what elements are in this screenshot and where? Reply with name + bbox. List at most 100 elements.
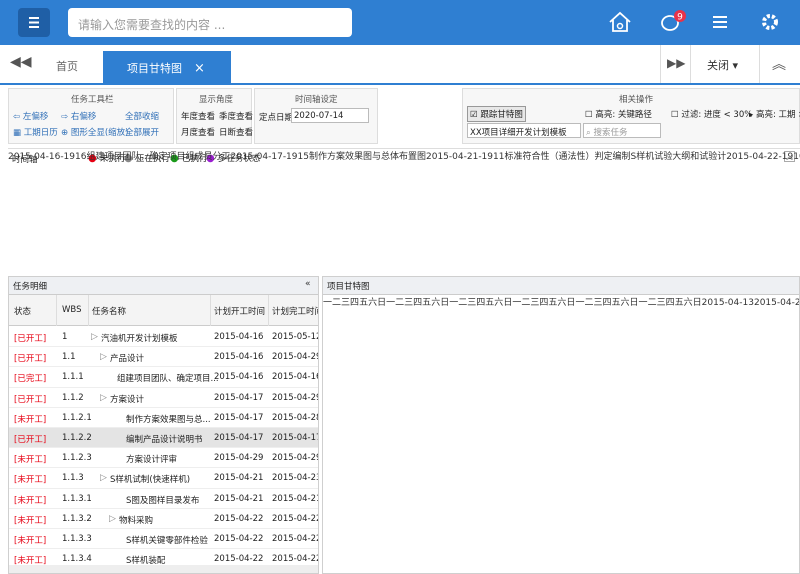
group-title: 显示角度 [199,95,234,105]
button-label: 工期日历 [23,128,58,138]
task-wbs: 1.1.2.1 [62,412,92,423]
tab-home[interactable]: 首页 [56,60,78,73]
weekday-label: 日 [692,298,702,308]
weekday-label: 二 [332,298,342,308]
task-end: 2015-04-22 [272,554,319,565]
task-row[interactable]: [未开工] 1.1.3.1 S图及图样目录发布 2015-04-21 2015-04-2… [9,489,319,509]
option-checkbox[interactable]: ▸ 高亮: 工期 > [749,108,800,120]
tab-close[interactable]: × [194,61,205,76]
task-row[interactable]: [未开工] 1.1.2.1 制作方案效果图与总... 2015-04-17 2015-0… [9,408,318,428]
weekday-label: 日 [503,298,513,308]
task-end: 2015-04-22 [272,513,319,524]
search-input[interactable]: 请输入您需要查找的内容 ... [68,8,352,37]
view-button[interactable]: 季度查看 [219,112,254,122]
tool-button[interactable]: ⇨ 右偏移 [61,112,97,122]
milestone-text: 标准符合性（通法性）判定 [504,152,613,162]
expand-toggle[interactable]: ▷ [100,352,107,363]
weekday-label: 三 [593,298,603,308]
tab-active[interactable]: 项目甘特图 × [103,51,231,85]
weekday-label: 日 [629,298,639,308]
legend-item: ● 未执行 [88,152,125,164]
task-end: 2015-04-29 [272,352,319,363]
timeline-axis: 2015-04-16-1916组建项目团队，确定项目组成员分工2015-04-1… [8,149,800,162]
collapse-button[interactable]: ︽ [784,151,795,162]
task-search[interactable]: ⌕ 搜索任务 [583,123,661,138]
panel-header: 任务明细 « [9,277,318,295]
task-start: 2015-04-22 [214,554,264,565]
list-icon[interactable] [713,16,727,28]
task-end: 2015-04-23 [272,473,319,484]
task-row[interactable]: [已开工] 1 ▷ 汽油机开发计划模板 2015-04-16 2015-05-12 [9,327,318,348]
weekday-label: 三 [404,298,414,308]
button-label: 图形全显(缩放) [70,128,129,138]
panel-collapse[interactable]: « [305,279,311,289]
close-menu[interactable]: 关闭 ▾ [690,45,760,83]
task-row[interactable]: [已完工] 1.1.1 组建项目团队、确定项目... 2015-04-16 2015-0… [9,367,318,388]
settings-icon[interactable] [762,14,778,30]
weekday-label: 三 [341,298,351,308]
date-label: 定点日期: [259,113,296,123]
task-name: 编制产品设计说明书 [126,435,203,445]
tool-group: 任务工具栏 ⇦ 左偏移 ⇨ 右偏移 全部收缩 ▦ 工期日历 ⊕ 图形全显(缩放) 全部展开 [8,88,174,144]
task-row[interactable]: [未开工] 1.1.3.3 S样机关键零部件检验 2015-04-22 2015-04-… [9,529,318,550]
message-icon[interactable] [661,15,679,31]
weekday-label: 四 [413,298,423,308]
expand-toggle[interactable]: ▷ [91,332,98,342]
task-row[interactable]: [已开工] 1.1.2.2 编制产品设计说明书 2015-04-17 2015-04-1… [9,428,318,449]
tool-group: 显示角度年度查看 季度查看 月度查看 日断查看 [176,88,254,144]
weekday-label: 一 [638,298,648,308]
task-start: 2015-04-22 [214,513,264,524]
task-end: 2015-04-21 [272,493,319,504]
timeline: 时间轴 ● 未执行 ● 正在执行 ● 已执行 ● 多任务状态 ︽ 2015-04-16-19… [8,148,800,269]
task-wbs: 1.1 [62,352,76,363]
weekday-label: 二 [584,298,594,308]
task-row[interactable]: [未开工] 1.1.3 ▷ S样机试制(快速样机) 2015-04-21 2015-04-… [9,468,319,489]
task-start: 2015-04-17 [214,433,264,443]
weekday-label: 三 [656,298,666,308]
collapse-top[interactable]: ︽ [772,57,786,73]
tool-button[interactable]: ⊕ 图形全显(缩放) [61,128,129,138]
task-row[interactable]: [未开工] 1.1.2.3 方案设计评审 2015-04-29 2015-04-29 [9,448,318,469]
tool-button[interactable]: 全部展开 [125,126,159,138]
milestone-date: 2015-04-22 [726,152,779,162]
weekday-label: 六 [620,298,630,308]
tool-button[interactable]: ▦ 工期日历 [13,128,58,138]
column-cell [11,295,57,326]
view-button[interactable]: 日断查看 [219,128,254,138]
date-input[interactable]: 2020-07-14 [291,108,369,123]
expand-toggle[interactable]: ▷ [100,392,107,403]
view-button[interactable]: 月度查看 [181,128,216,138]
weekday-label: 一 [323,298,333,308]
expand-toggle[interactable]: ▷ [109,513,116,524]
task-row[interactable]: [未开工] 1.1.3.2 ▷ 物料采购 2015-04-22 2015-04-22 [9,509,319,529]
button-label: 左偏移 [22,112,49,122]
task-start: 2015-04-16 [214,352,264,363]
weekday-label: 二 [521,298,531,308]
task-status: [未开工] [14,475,47,486]
weekday-label: 五 [359,298,369,308]
task-wbs: 1.1.2.3 [62,453,92,464]
milestone-offset: -1915 [282,152,309,162]
scroll-left[interactable]: ◀◀ [10,54,32,70]
tool-button[interactable]: 全部收缩 [125,110,159,122]
scroll-right[interactable]: ▶▶ [660,45,688,83]
expand-toggle[interactable]: ▷ [100,473,107,484]
view-button[interactable]: 年度查看 [181,112,216,122]
home-icon[interactable] [609,11,631,32]
legend-label: 已执行 [181,154,208,164]
option-checkbox[interactable]: ☐ 过滤: 进度 < 30% [671,110,753,120]
column-title: 计划开工时间 [214,307,266,317]
option-checkbox[interactable]: ☐ 高亮: 关键路径 [585,110,652,120]
menu-button[interactable] [18,8,50,37]
task-row[interactable]: [已开工] 1.1.2 ▷ 方案设计 2015-04-17 2015-04-29 [9,388,318,408]
task-row[interactable]: [已开工] 1.1 ▷ 产品设计 2015-04-16 2015-04-29 [9,347,319,368]
milestone-text: 制作方案效果图与总体布置 [308,152,417,162]
tool-button[interactable]: ⇦ 左偏移 [13,112,49,122]
task-status: [未开工] [14,536,47,546]
template-select[interactable]: XX项目详细开发计划模板 [467,123,581,138]
legend-dot: ● [206,153,218,164]
option-checkbox[interactable]: ☑ 跟踪甘特图 [467,106,526,122]
task-status: [未开工] [14,455,47,466]
milestone-text: 图 [416,152,426,162]
